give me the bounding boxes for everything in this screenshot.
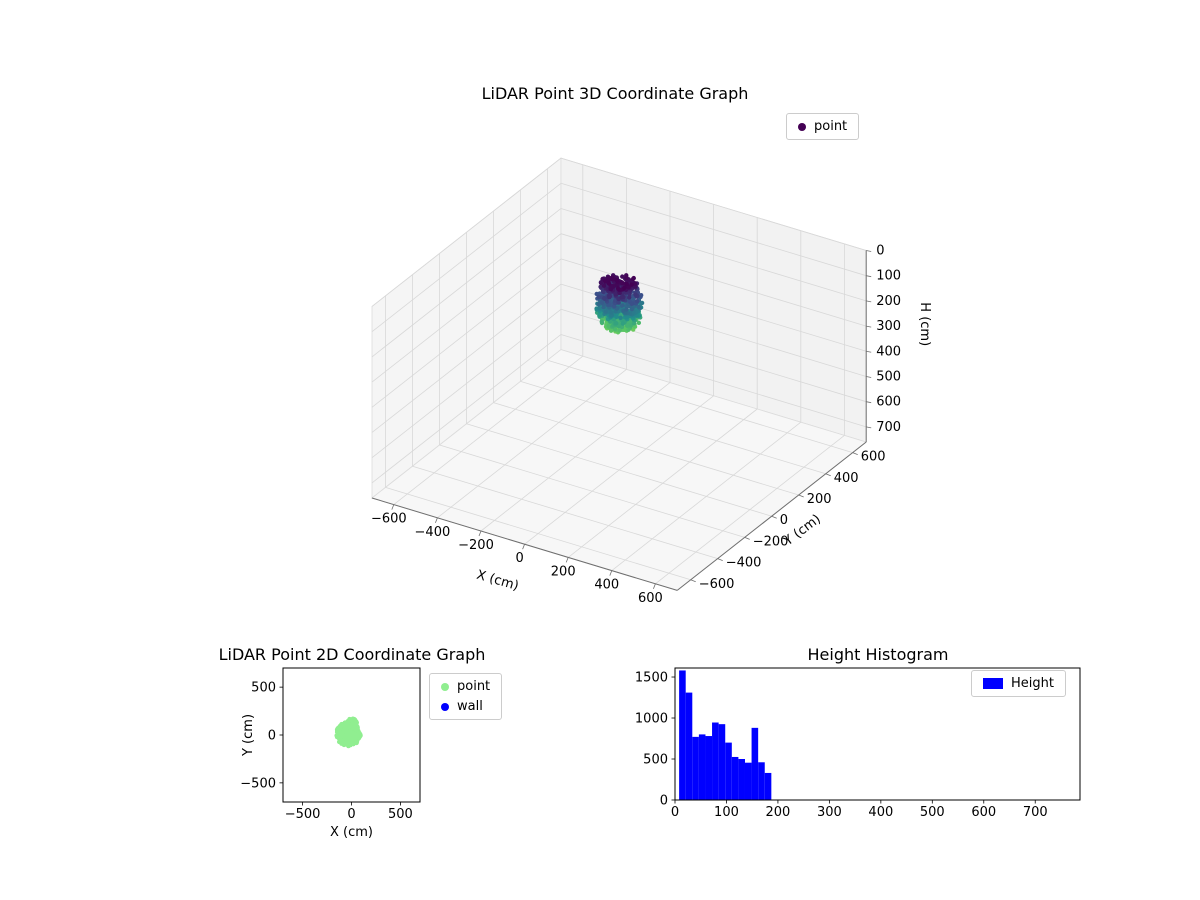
svg-text:0: 0 (671, 805, 679, 820)
svg-text:400: 400 (868, 805, 893, 820)
legend-label-point: point (457, 679, 491, 694)
svg-text:0: 0 (515, 551, 523, 566)
svg-text:100: 100 (876, 269, 901, 284)
svg-text:200: 200 (807, 492, 832, 507)
svg-text:600: 600 (638, 591, 663, 606)
svg-text:500: 500 (388, 807, 413, 822)
svg-text:0: 0 (347, 807, 355, 822)
svg-text:Y (cm): Y (cm) (241, 714, 256, 757)
svg-text:700: 700 (1023, 805, 1048, 820)
svg-text:600: 600 (876, 395, 901, 410)
histogram-legend: Height (971, 670, 1066, 697)
svg-text:−500: −500 (240, 776, 276, 791)
point-marker-icon (798, 122, 806, 131)
legend-entry-point: point (798, 119, 847, 134)
point-marker-icon (441, 682, 449, 691)
svg-text:200: 200 (876, 294, 901, 309)
plot2d-legend: point wall (429, 673, 503, 720)
svg-text:700: 700 (876, 420, 901, 435)
svg-text:H (cm): H (cm) (917, 302, 932, 346)
svg-text:−600: −600 (371, 512, 407, 527)
histogram-title: Height Histogram (807, 645, 949, 664)
legend-label-wall: wall (457, 699, 483, 714)
plot3d-title: LiDAR Point 3D Coordinate Graph (481, 84, 749, 103)
svg-text:0: 0 (780, 513, 788, 528)
svg-text:0: 0 (876, 243, 884, 258)
svg-text:400: 400 (594, 578, 619, 593)
plot2d-title: LiDAR Point 2D Coordinate Graph (218, 645, 486, 664)
svg-text:−500: −500 (285, 807, 321, 822)
legend-entry-wall: wall (441, 699, 490, 714)
svg-text:−200: −200 (753, 534, 789, 549)
svg-text:300: 300 (876, 319, 901, 334)
legend-entry-point: point (441, 679, 490, 694)
svg-text:1500: 1500 (635, 671, 668, 686)
svg-text:400: 400 (876, 344, 901, 359)
svg-text:500: 500 (876, 369, 901, 384)
svg-text:500: 500 (643, 753, 668, 768)
svg-text:X (cm): X (cm) (475, 568, 520, 594)
wall-marker-icon (441, 702, 449, 711)
svg-text:400: 400 (834, 471, 859, 486)
svg-text:1000: 1000 (635, 712, 668, 727)
legend-label-point: point (814, 119, 848, 134)
svg-text:−400: −400 (726, 556, 762, 571)
svg-text:−400: −400 (415, 525, 451, 540)
svg-text:200: 200 (551, 564, 576, 579)
svg-text:300: 300 (817, 805, 842, 820)
svg-text:0: 0 (268, 729, 276, 744)
svg-text:X (cm): X (cm) (330, 825, 373, 840)
plot3d-legend: point (786, 113, 860, 140)
svg-text:500: 500 (251, 681, 276, 696)
svg-text:600: 600 (861, 450, 886, 465)
svg-text:−200: −200 (458, 538, 494, 553)
svg-text:200: 200 (766, 805, 791, 820)
svg-text:500: 500 (920, 805, 945, 820)
svg-text:100: 100 (714, 805, 739, 820)
height-patch-icon (983, 678, 1003, 689)
svg-text:−600: −600 (699, 577, 735, 592)
svg-text:600: 600 (971, 805, 996, 820)
legend-label-height: Height (1011, 676, 1054, 691)
svg-text:0: 0 (660, 794, 668, 809)
legend-entry-height: Height (983, 676, 1054, 691)
